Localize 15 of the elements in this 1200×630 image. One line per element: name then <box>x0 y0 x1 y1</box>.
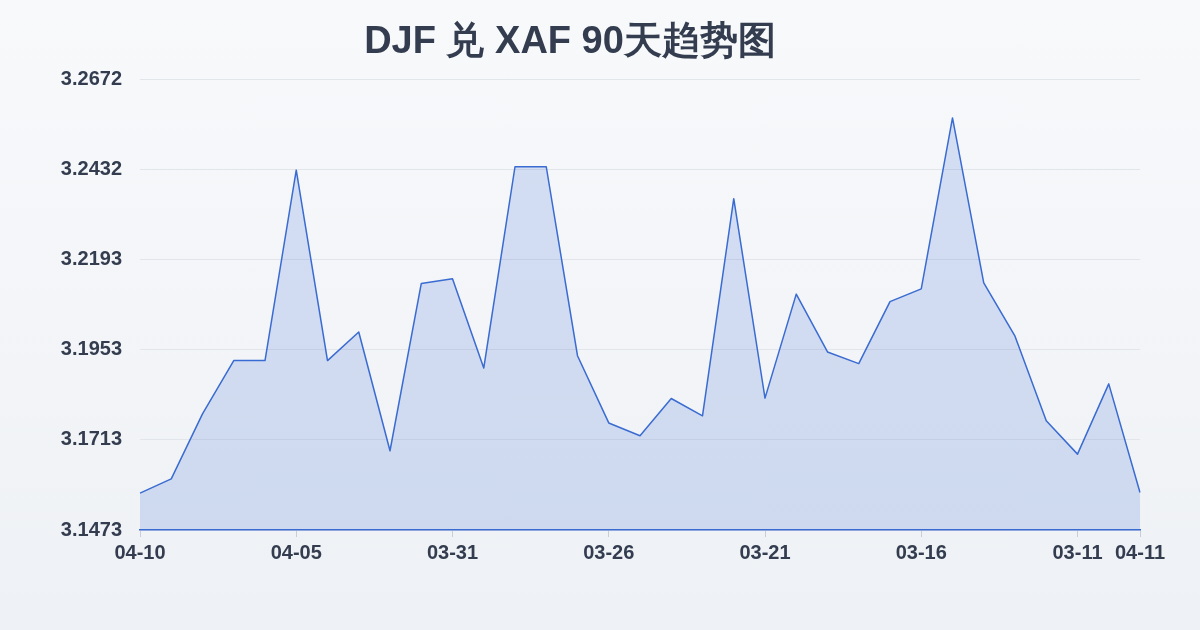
y-tick-label: 3.2193 <box>60 247 122 270</box>
x-tick-label: 04-10 <box>114 540 166 563</box>
x-tick-label: 04-11 <box>1114 540 1166 563</box>
y-tick-label: 3.1953 <box>60 337 122 360</box>
x-tick-label: 03-26 <box>583 540 635 563</box>
x-tick-label: 03-16 <box>895 540 947 563</box>
x-tick-label: 03-21 <box>739 540 791 563</box>
y-tick-label: 3.1473 <box>60 517 122 540</box>
chart-title: DJF 兑 XAF 90天趋势图 <box>364 19 776 62</box>
x-tick-label: 04-05 <box>270 540 322 563</box>
y-tick-label: 3.2432 <box>60 157 122 180</box>
y-tick-label: 3.2672 <box>60 67 122 90</box>
x-tick-label: 03-11 <box>1052 540 1103 563</box>
x-tick-label: 03-31 <box>426 540 479 563</box>
y-tick-label: 3.1713 <box>60 427 122 450</box>
